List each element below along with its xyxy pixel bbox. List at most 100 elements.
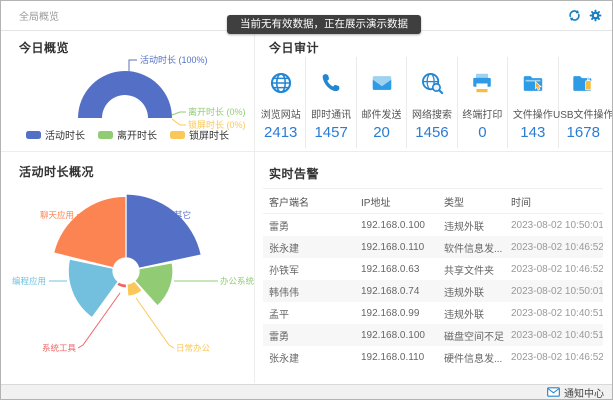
rose-callout-label: 其它 — [174, 210, 191, 220]
audit-stat-label: 浏览网站 — [260, 110, 301, 121]
gauge-callout-line — [171, 111, 186, 116]
alert-cell: 雷勇 — [269, 331, 289, 343]
alert-row-2[interactable]: 孙铁军 192.168.0.63 共享文件夹 2023-08-02 10:46:52 — [263, 258, 603, 280]
rose-callout-line — [135, 297, 175, 349]
legend-swatch — [26, 130, 41, 139]
audit-stat-4[interactable]: 终端打印 0 — [458, 57, 509, 148]
vertical-section-divider — [254, 32, 255, 383]
realtime-alerts-panel: 实时告警 客户端名 IP地址 类型 时间 雷勇 192.168.0.100 违规外联 2023… — [254, 151, 609, 386]
alert-cell: 2023-08-02 10:46:52 — [511, 241, 603, 253]
audit-stats-row: 浏览网站 2413 即时通讯 1457 邮件发送 20 网络搜索 1456 终端打印 0 文件操作 1… — [256, 57, 612, 148]
rose-sector-5[interactable] — [52, 195, 127, 269]
gauge-callout-line — [128, 59, 137, 71]
gauge-slice-0[interactable] — [78, 71, 172, 118]
alert-cell: 192.168.0.110 — [361, 241, 425, 253]
alert-cell: 192.168.0.74 — [361, 285, 420, 297]
today-overview-legend: 活动时长 离开时长 锁屏时长 — [1, 127, 254, 142]
titlebar-actions — [568, 9, 602, 22]
alert-column-header: 时间 — [511, 197, 531, 209]
alert-cell: 硬件信息发... — [444, 353, 503, 365]
rose-callout-label: 办公系统 — [220, 276, 254, 286]
alert-cell: 192.168.0.110 — [361, 351, 425, 363]
gear-icon[interactable] — [589, 9, 602, 22]
alert-row-4[interactable]: 孟平 192.168.0.99 违规外联 2023-08-02 10:40:51 — [263, 302, 603, 324]
mail-icon — [547, 387, 560, 397]
audit-stat-label: 文件操作 — [512, 110, 553, 121]
rose-callout-line — [159, 207, 172, 216]
notification-center-button[interactable]: 通知中心 — [547, 385, 604, 399]
panel-title-today-overview: 今日概览 — [19, 41, 70, 55]
alert-cell: 192.168.0.63 — [361, 263, 420, 275]
gauge-callout-label: 活动时长 (100%) — [140, 54, 208, 65]
rose-callout-line — [77, 292, 121, 349]
legend-swatch — [170, 130, 185, 139]
alert-cell: 2023-08-02 10:50:01 — [511, 285, 603, 297]
activity-overview-panel: 活动时长概况 其它 办公系统 日常办公 系统工具 编程应用 聊天应用 — [1, 151, 254, 386]
alert-row-6[interactable]: 张永建 192.168.0.110 硬件信息发... 2023-08-02 10:46… — [263, 346, 603, 368]
rose-callout-label: 日常办公 — [176, 343, 211, 353]
alert-cell: 192.168.0.100 — [361, 329, 425, 341]
rose-sector-0[interactable] — [125, 193, 203, 270]
audit-stat-1[interactable]: 即时通讯 1457 — [306, 57, 357, 148]
audit-stat-2[interactable]: 邮件发送 20 — [357, 57, 408, 148]
printer-icon — [470, 71, 494, 100]
panel-title-today-audit: 今日审计 — [269, 41, 320, 55]
mail-icon — [370, 71, 394, 100]
alert-cell: 孟平 — [269, 309, 289, 321]
alert-cell: 张永建 — [269, 353, 299, 365]
horizontal-section-divider — [1, 151, 612, 152]
alert-cell: 192.168.0.99 — [361, 307, 420, 319]
today-audit-panel: 今日审计 浏览网站 2413 即时通讯 1457 邮件发送 20 网络搜索 1456 终端打印 0… — [254, 31, 612, 151]
legend-swatch — [98, 130, 113, 139]
audit-stat-value: 1456 — [415, 124, 449, 141]
alert-cell: 2023-08-02 10:40:51 — [511, 307, 603, 319]
legend-item-2[interactable]: 锁屏时长 — [170, 127, 229, 142]
alert-cell: 软件信息发... — [444, 243, 503, 255]
alert-cell: 2023-08-02 10:46:52 — [511, 351, 603, 363]
alert-column-header: 类型 — [444, 197, 464, 209]
rose-sector-4[interactable] — [67, 258, 120, 319]
alert-cell: 违规外联 — [444, 221, 484, 233]
rose-sector-2[interactable] — [126, 280, 144, 297]
rose-callout-line — [76, 209, 93, 216]
audit-stat-value: 1457 — [314, 124, 348, 141]
window-title: 全局概览 — [19, 12, 59, 23]
alert-column-header: 客户端名 — [269, 197, 309, 209]
audit-stat-label: USB文件操作 — [552, 110, 613, 121]
globe-icon — [269, 71, 293, 100]
demo-data-banner: 当前无有效数据，正在展示演示数据 — [227, 15, 421, 34]
alerts-table: 客户端名 IP地址 类型 时间 雷勇 192.168.0.100 违规外联 2023-08-0… — [263, 188, 603, 368]
alert-cell: 违规外联 — [444, 309, 484, 321]
refresh-icon[interactable] — [568, 9, 581, 22]
alert-cell: 张永建 — [269, 243, 299, 255]
usb-file-icon — [571, 71, 595, 100]
today-overview-chart: 活动时长 (100%) 离开时长 (0%) 锁屏时长 (0%) — [78, 54, 246, 130]
rose-callout-label: 编程应用 — [12, 276, 46, 286]
audit-stat-label: 网络搜索 — [411, 110, 452, 121]
audit-stat-3[interactable]: 网络搜索 1456 — [407, 57, 458, 148]
legend-label: 离开时长 — [117, 131, 157, 142]
audit-stat-value: 143 — [520, 124, 546, 141]
audit-stat-value: 1678 — [566, 124, 600, 141]
alert-row-3[interactable]: 韩伟伟 192.168.0.74 违规外联 2023-08-02 10:50:01 — [263, 280, 603, 302]
alert-row-5[interactable]: 雷勇 192.168.0.100 磁盘空间不足 2023-08-02 10:40:51 — [263, 324, 603, 346]
alerts-header-row: 客户端名 IP地址 类型 时间 — [263, 188, 603, 214]
audit-stat-0[interactable]: 浏览网站 2413 — [256, 57, 307, 148]
legend-item-0[interactable]: 活动时长 — [26, 127, 85, 142]
alert-row-0[interactable]: 雷勇 192.168.0.100 违规外联 2023-08-02 10:50:01 — [263, 214, 603, 236]
audit-stat-label: 邮件发送 — [361, 110, 402, 121]
alert-cell: 192.168.0.100 — [361, 219, 425, 231]
rose-sector-1[interactable] — [133, 262, 174, 307]
alert-cell: 孙铁军 — [269, 265, 299, 277]
gauge-callout-label: 离开时长 (0%) — [188, 106, 246, 117]
audit-stat-6[interactable]: USB文件操作 1678 — [553, 57, 612, 148]
alert-row-1[interactable]: 张永建 192.168.0.110 软件信息发... 2023-08-02 10:46… — [263, 236, 603, 258]
panel-title-alerts: 实时告警 — [269, 167, 320, 181]
alert-cell: 雷勇 — [269, 221, 289, 233]
audit-stat-5[interactable]: 文件操作 143 — [508, 57, 559, 148]
alert-cell: 2023-08-02 10:40:51 — [511, 329, 603, 341]
legend-item-1[interactable]: 离开时长 — [98, 127, 157, 142]
phone-icon — [319, 71, 343, 100]
alert-cell: 共享文件夹 — [444, 265, 494, 277]
